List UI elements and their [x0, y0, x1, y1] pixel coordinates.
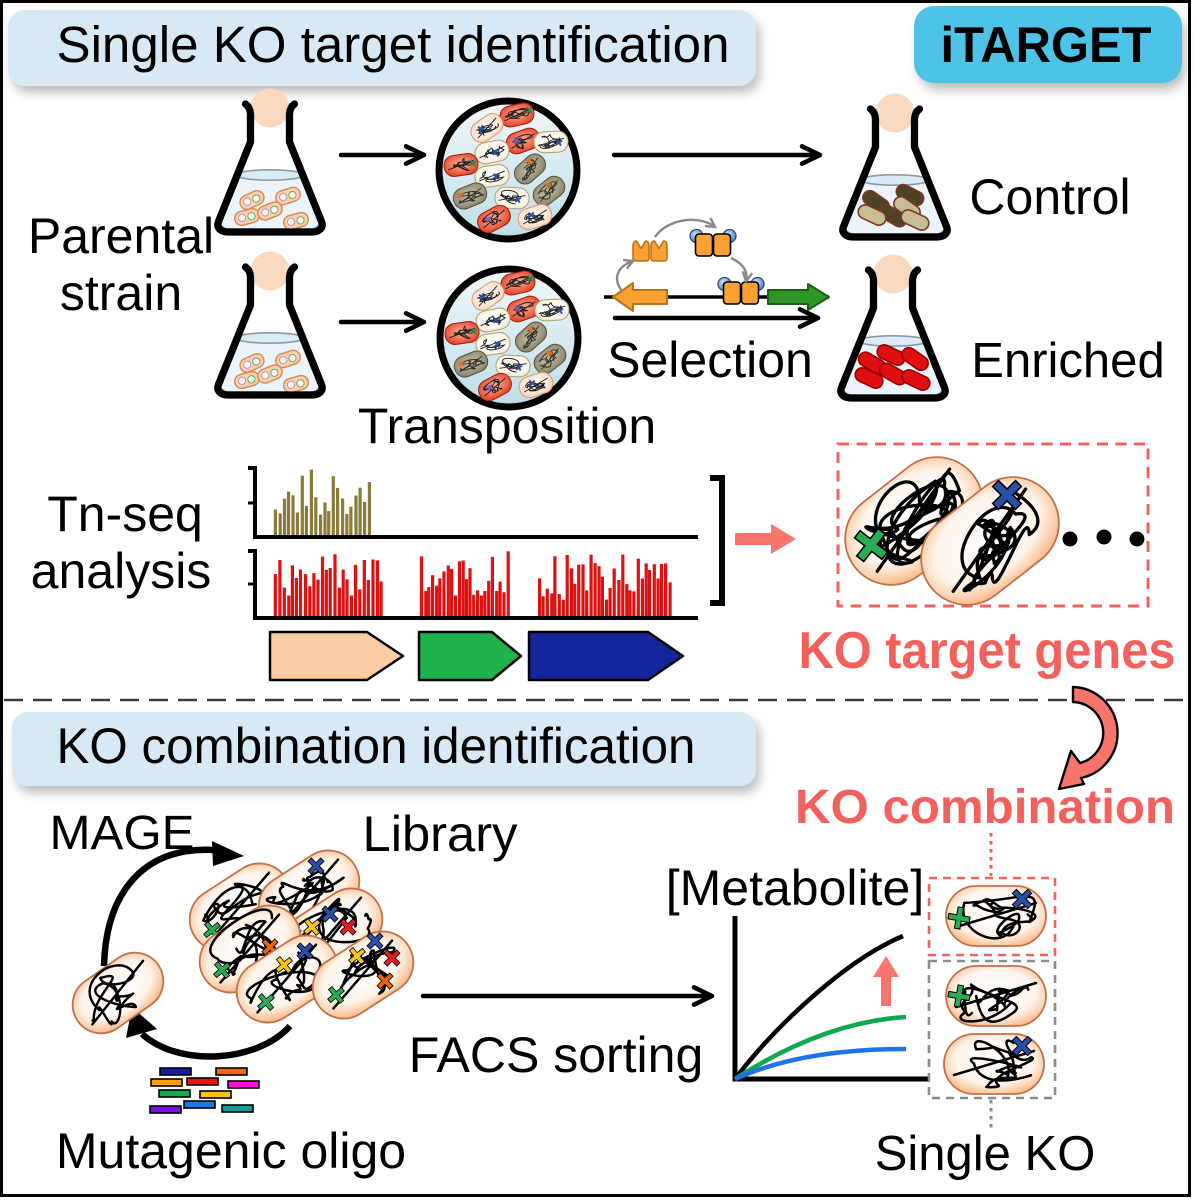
svg-text:Single KO target identificatio: Single KO target identification: [57, 16, 730, 73]
svg-text:Single KO: Single KO: [875, 1127, 1096, 1181]
svg-text:Mutagenic oligo: Mutagenic oligo: [56, 1123, 406, 1179]
svg-text:KO combination: KO combination: [795, 781, 1175, 834]
svg-text:iTARGET: iTARGET: [941, 17, 1152, 73]
svg-text:KO target genes: KO target genes: [799, 622, 1176, 680]
svg-text:KO combination identification: KO combination identification: [57, 718, 696, 774]
svg-text:Library: Library: [363, 806, 518, 862]
svg-text:[Metabolite]: [Metabolite]: [666, 860, 924, 916]
svg-text:FACS sorting: FACS sorting: [409, 1027, 704, 1083]
svg-text:Tn-seq: Tn-seq: [47, 486, 203, 542]
svg-text:Selection: Selection: [607, 332, 813, 388]
svg-text:strain: strain: [60, 265, 182, 321]
svg-text:Parental: Parental: [28, 208, 214, 264]
svg-text:Transposition: Transposition: [358, 398, 656, 454]
svg-text:analysis: analysis: [31, 543, 212, 599]
svg-text:MAGE: MAGE: [50, 807, 195, 860]
svg-text:Control: Control: [969, 169, 1130, 225]
svg-text:Enriched: Enriched: [971, 334, 1164, 388]
